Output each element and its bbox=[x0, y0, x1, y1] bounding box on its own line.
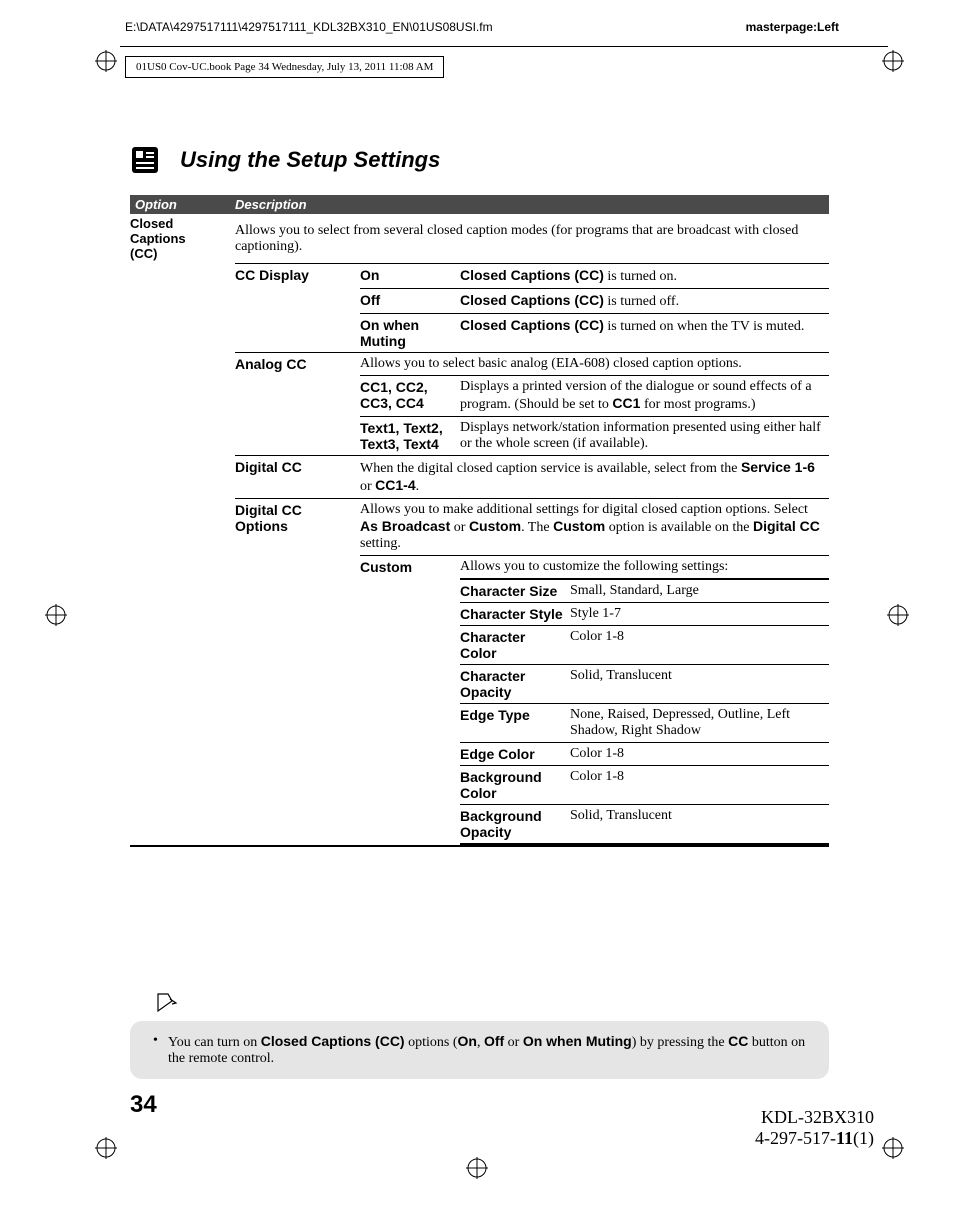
char-color-val: Color 1-8 bbox=[570, 626, 829, 665]
cc-off-desc: Closed Captions (CC) is turned off. bbox=[460, 289, 829, 314]
header-bookinfo: 01US0 Cov-UC.book Page 34 Wednesday, Jul… bbox=[125, 56, 444, 78]
tip-box: You can turn on Closed Captions (CC) opt… bbox=[130, 991, 829, 1079]
char-color-label: Character Color bbox=[460, 626, 570, 665]
digital-cc-label: Digital CC bbox=[235, 456, 360, 499]
table-header-row: Option Description bbox=[130, 195, 829, 214]
edge-type-val: None, Raised, Depressed, Outline, Left S… bbox=[570, 704, 829, 743]
header-masterpage: masterpage:Left bbox=[746, 20, 839, 34]
char-size-label: Character Size bbox=[460, 580, 570, 603]
cc-muting-opt: On when Muting bbox=[360, 314, 460, 353]
setup-icon bbox=[130, 145, 160, 175]
section-heading: Using the Setup Settings bbox=[130, 145, 829, 175]
section-title: Using the Setup Settings bbox=[180, 147, 440, 173]
digital-cc-desc: When the digital closed caption service … bbox=[360, 456, 829, 499]
registration-mark-icon bbox=[95, 1137, 117, 1159]
cc-off-opt: Off bbox=[360, 289, 460, 314]
cc-on-desc: Closed Captions (CC) is turned on. bbox=[460, 264, 829, 289]
custom-opt: Custom bbox=[360, 556, 460, 846]
custom-settings-table: Character SizeSmall, Standard, Large Cha… bbox=[460, 579, 829, 845]
char-size-val: Small, Standard, Large bbox=[570, 580, 829, 603]
analog-cc-intro: Allows you to select basic analog (EIA-6… bbox=[360, 353, 829, 376]
bg-color-label: Background Color bbox=[460, 766, 570, 805]
tip-content: You can turn on Closed Captions (CC) opt… bbox=[130, 1021, 829, 1079]
footer-info: KDL-32BX310 4-297-517-11(1) bbox=[755, 1107, 874, 1149]
digital-options-label: Digital CC Options bbox=[235, 499, 360, 846]
cc14-desc: Displays a printed version of the dialog… bbox=[460, 376, 829, 417]
bg-opacity-val: Solid, Translucent bbox=[570, 805, 829, 845]
registration-mark-icon bbox=[95, 50, 117, 72]
footer-partno: 4-297-517-11(1) bbox=[755, 1128, 874, 1149]
settings-table: Closed Captions (CC) Allows you to selec… bbox=[130, 214, 829, 263]
header-filepath: E:\DATA\4297517111\4297517111_KDL32BX310… bbox=[125, 20, 493, 34]
option-closed-captions: Closed Captions (CC) bbox=[130, 214, 235, 263]
tip-text: You can turn on Closed Captions (CC) opt… bbox=[168, 1033, 809, 1067]
header-rule bbox=[120, 46, 888, 47]
custom-intro: Allows you to customize the following se… bbox=[460, 556, 829, 579]
registration-mark-icon bbox=[45, 604, 67, 626]
edge-color-label: Edge Color bbox=[460, 743, 570, 766]
cc-intro: Allows you to select from several closed… bbox=[235, 214, 829, 263]
digital-options-desc: Allows you to make additional settings f… bbox=[360, 499, 829, 556]
registration-mark-icon bbox=[887, 604, 909, 626]
char-style-label: Character Style bbox=[460, 603, 570, 626]
cc-subtable: CC Display On Closed Captions (CC) is tu… bbox=[235, 263, 829, 845]
char-opacity-val: Solid, Translucent bbox=[570, 665, 829, 704]
char-style-val: Style 1-7 bbox=[570, 603, 829, 626]
registration-mark-icon bbox=[466, 1157, 488, 1179]
footer-model: KDL-32BX310 bbox=[755, 1107, 874, 1128]
edge-type-label: Edge Type bbox=[460, 704, 570, 743]
table-header-description: Description bbox=[235, 197, 829, 212]
text14-opt: Text1, Text2, Text3, Text4 bbox=[360, 417, 460, 456]
text14-desc: Displays network/station information pre… bbox=[460, 417, 829, 456]
registration-mark-icon bbox=[882, 50, 904, 72]
edge-color-val: Color 1-8 bbox=[570, 743, 829, 766]
table-header-option: Option bbox=[130, 197, 235, 212]
analog-cc-label: Analog CC bbox=[235, 353, 360, 456]
page-content: Using the Setup Settings Option Descript… bbox=[130, 145, 829, 847]
registration-mark-icon bbox=[882, 1137, 904, 1159]
cc14-opt: CC1, CC2, CC3, CC4 bbox=[360, 376, 460, 417]
cc-muting-desc: Closed Captions (CC) is turned on when t… bbox=[460, 314, 829, 353]
tip-icon bbox=[150, 991, 180, 1016]
page-number: 34 bbox=[130, 1091, 157, 1119]
char-opacity-label: Character Opacity bbox=[460, 665, 570, 704]
cc-on-opt: On bbox=[360, 264, 460, 289]
cc-display-label: CC Display bbox=[235, 264, 360, 353]
bg-opacity-label: Background Opacity bbox=[460, 805, 570, 845]
bg-color-val: Color 1-8 bbox=[570, 766, 829, 805]
